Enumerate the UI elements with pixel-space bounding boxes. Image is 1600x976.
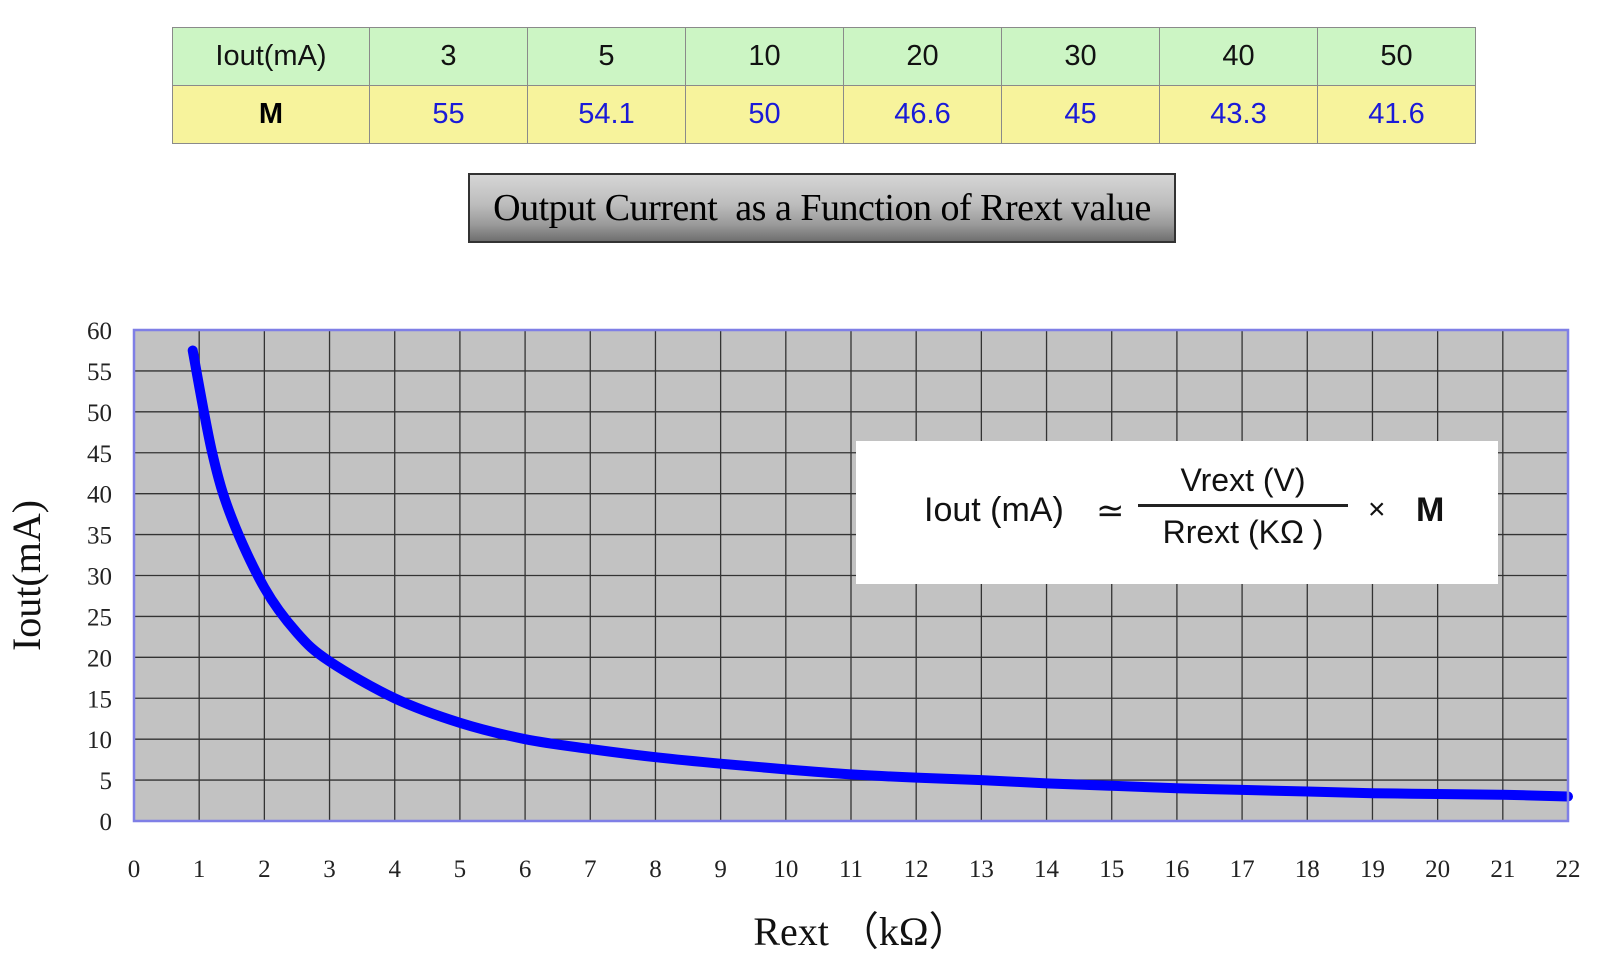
y-tick-label: 30 [87, 564, 112, 591]
m-cell: 41.6 [1317, 85, 1476, 144]
x-tick-label: 13 [969, 856, 994, 883]
x-tick-label: 9 [714, 856, 727, 883]
formula-factor: M [1416, 491, 1445, 529]
x-tick-labels: 0 1 2 3 4 5 6 7 8 9 10 11 12 13 14 15 16 17 18 19 20 21 22 [128, 856, 1581, 883]
m-cell: 54.1 [527, 85, 686, 144]
m-cell: 55 [369, 85, 528, 144]
formula-denominator: Rrext (KΩ ) [1162, 514, 1324, 550]
x-tick-label: 5 [454, 856, 467, 883]
x-tick-label: 4 [388, 856, 401, 883]
x-tick-label: 8 [649, 856, 662, 883]
m-cell: 46.6 [843, 85, 1002, 144]
x-tick-label: 14 [1034, 856, 1060, 883]
m-row: M 55 54.1 50 46.6 45 43.3 41.6 [172, 85, 1476, 144]
series-line [187, 345, 1573, 802]
plot-frame [132, 328, 1570, 823]
iout-m-table: Iout(mA) 3 5 10 20 30 40 50 M 55 54.1 50… [172, 27, 1476, 144]
iout-cell: 40 [1159, 27, 1318, 86]
y-tick-labels: 0 5 10 15 20 25 30 35 40 45 50 55 60 [87, 318, 112, 836]
x-tick-label: 19 [1360, 856, 1385, 883]
y-tick-label: 55 [87, 359, 112, 386]
x-tick-label: 0 [128, 856, 141, 883]
iout-cell: 10 [685, 27, 844, 86]
x-tick-label: 1 [193, 856, 206, 883]
y-tick-label: 5 [100, 768, 113, 795]
chart-title-banner: Output Current as a Function of Rrext va… [468, 173, 1176, 243]
x-tick-label: 20 [1425, 856, 1450, 883]
x-tick-label: 10 [773, 856, 798, 883]
y-tick-label: 35 [87, 523, 112, 550]
y-axis-label: Iout(mA) [4, 500, 49, 651]
x-tick-label: 21 [1490, 856, 1515, 883]
x-tick-label: 12 [904, 856, 929, 883]
formula-numerator: Vrext (V) [1180, 462, 1306, 498]
y-tick-label: 60 [87, 318, 112, 345]
x-tick-label: 18 [1295, 856, 1320, 883]
y-tick-label: 45 [87, 441, 112, 468]
formula-fraction: Vrext (V) Rrext (KΩ ) [1138, 459, 1348, 553]
m-cell: 45 [1001, 85, 1160, 144]
formula-lhs: Iout (mA) [924, 491, 1064, 529]
x-tick-label: 7 [584, 856, 597, 883]
iout-cell: 30 [1001, 27, 1160, 86]
chart-title: Output Current as a Function of Rrext va… [493, 187, 1151, 229]
x-tick-label: 17 [1230, 856, 1255, 883]
fraction-bar [1138, 504, 1348, 507]
formula-approx-sign: ≃ [1096, 492, 1125, 530]
iout-row: Iout(mA) 3 5 10 20 30 40 50 [172, 27, 1476, 86]
y-tick-label: 15 [87, 686, 112, 713]
m-cell: 50 [685, 85, 844, 144]
y-tick-label: 50 [87, 400, 112, 427]
y-tick-label: 40 [87, 482, 112, 509]
y-tick-label: 10 [87, 727, 112, 754]
x-tick-label: 11 [839, 856, 863, 883]
iout-cell: 20 [843, 27, 1002, 86]
x-axis-label: Rext （kΩ） [753, 909, 968, 954]
y-tick-label: 25 [87, 604, 112, 631]
x-tick-label: 16 [1164, 856, 1189, 883]
formula-box: Iout (mA) ≃ Vrext (V) Rrext (KΩ ) × M [856, 441, 1498, 584]
x-tick-label: 6 [519, 856, 532, 883]
iout-header: Iout(mA) [172, 27, 370, 86]
x-tick-label: 2 [258, 856, 271, 883]
y-tick-label: 0 [100, 809, 113, 836]
m-cell: 43.3 [1159, 85, 1318, 144]
x-tick-label: 3 [323, 856, 336, 883]
x-tick-label: 15 [1099, 856, 1124, 883]
x-tick-label: 22 [1556, 856, 1581, 883]
formula-times-sign: × [1368, 493, 1386, 526]
iout-cell: 50 [1317, 27, 1476, 86]
y-tick-label: 20 [87, 645, 112, 672]
